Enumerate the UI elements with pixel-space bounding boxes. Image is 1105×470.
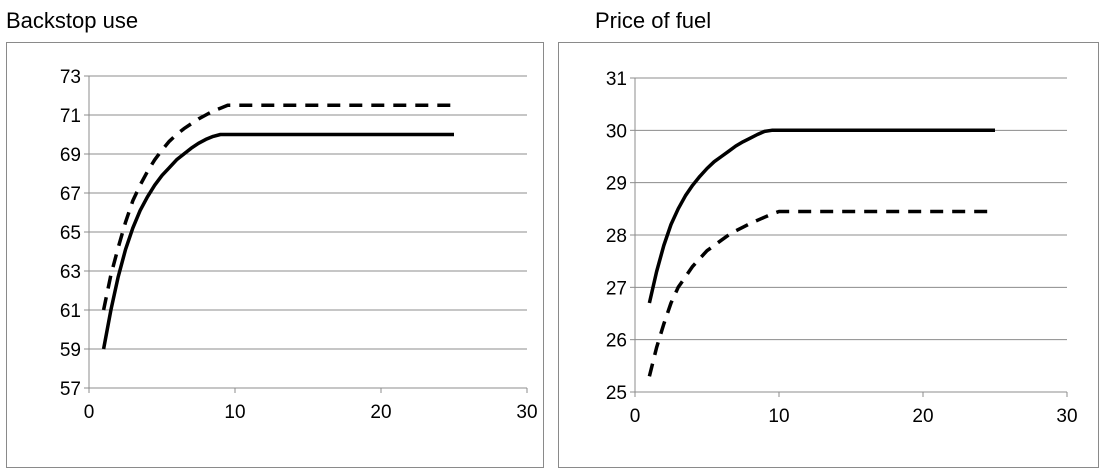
y-tick-label: 61 — [60, 301, 81, 322]
y-tick-label: 71 — [60, 106, 81, 127]
chart-svg-backstop-use: 57 59 61 63 65 67 69 71 73 0 10 20 30 — [60, 67, 538, 423]
x-tick-label: 20 — [912, 406, 933, 427]
y-tick-label: 63 — [60, 262, 81, 283]
series-line-dashed — [101, 103, 454, 311]
y-tick-label: 27 — [606, 278, 627, 299]
y-tick-label: 26 — [606, 331, 627, 352]
series-line-solid — [101, 132, 454, 350]
chart-title-price-of-fuel: Price of fuel — [595, 8, 712, 33]
y-tick-label: 28 — [606, 226, 627, 247]
y-tick-label: 65 — [60, 223, 81, 244]
x-tick-label: 0 — [630, 406, 641, 427]
y-tick-label: 67 — [60, 184, 81, 205]
chart-panel-backstop-use: 57 59 61 63 65 67 69 71 73 0 10 20 30 — [6, 42, 544, 468]
x-tick-label: 0 — [84, 402, 95, 423]
x-tick-label: 20 — [370, 402, 391, 423]
y-tick-label: 29 — [606, 174, 627, 195]
y-tick-label: 59 — [60, 340, 81, 361]
chart-svg-price-of-fuel: 25 26 27 28 29 30 31 0 10 20 30 — [606, 69, 1078, 427]
series-line-dashed — [647, 209, 995, 377]
chart-panel-price-of-fuel: 25 26 27 28 29 30 31 0 10 20 30 — [558, 42, 1099, 468]
x-tick-label: 30 — [1056, 406, 1077, 427]
y-tick-label: 31 — [606, 69, 627, 90]
chart-title-backstop-use: Backstop use — [6, 8, 139, 33]
y-tick-label: 69 — [60, 145, 81, 166]
y-tick-label: 25 — [606, 383, 627, 404]
x-tick-label: 30 — [516, 402, 537, 423]
y-tick-label: 57 — [60, 379, 81, 400]
series-line-solid — [647, 128, 995, 304]
y-tick-label: 73 — [60, 67, 81, 88]
x-tick-label: 10 — [768, 406, 789, 427]
x-tick-label: 10 — [224, 402, 245, 423]
y-tick-label: 30 — [606, 121, 627, 142]
